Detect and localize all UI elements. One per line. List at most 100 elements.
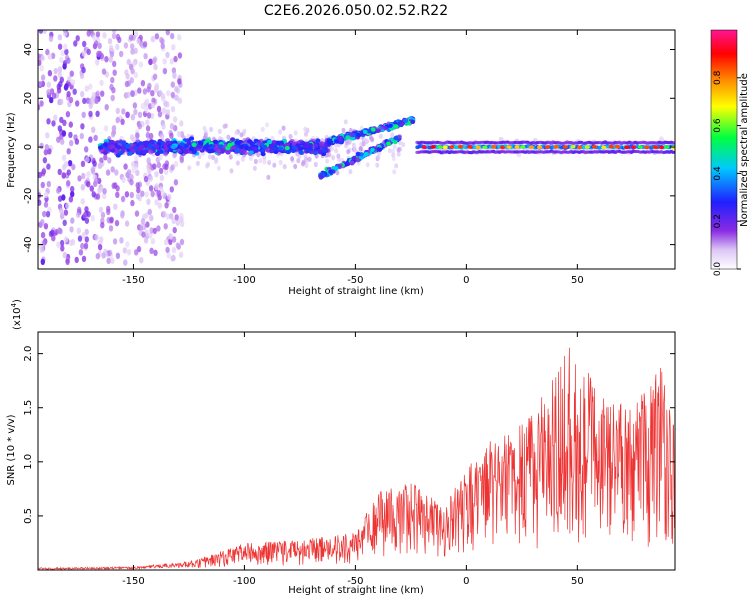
spectral-cell [143,237,149,244]
spectral-cell [59,76,64,84]
spectral-cell [392,169,397,175]
spectral-cell [239,132,244,138]
spectral-cell [41,168,46,175]
spectral-cell [92,34,97,42]
spectral-cell [304,131,308,137]
spectral-cell [94,97,99,105]
spectral-cell [396,151,401,157]
spectral-cell [40,74,46,81]
spectral-cell [106,205,111,213]
spectral-cell [51,120,56,127]
spectral-cell [262,159,267,165]
spectral-cell [47,53,53,60]
spectral-cell [66,180,71,187]
spectral-cell [140,190,145,197]
colorbar: 0.0 0.2 0.4 0.6 0.8 Normalized spectral ampl… [710,29,750,276]
snr-y-tick-label: 1.5 [23,400,34,416]
spectrogram-x-tick-label: -100 [233,275,256,286]
spectral-cell [80,184,86,191]
spectral-cell [191,142,197,147]
spectral-cell [166,252,171,259]
spectral-cell [59,56,64,64]
spectral-cell [514,145,520,149]
snr-y-tick-label: 2.0 [23,346,34,362]
spectral-cell [74,256,79,264]
spectral-cell [147,208,152,216]
spectral-cell [89,185,95,192]
spectral-cell [38,199,42,206]
spectral-cell [108,225,114,232]
spectral-cell [170,91,175,99]
spectral-cell [70,217,75,224]
spectral-cell [146,157,151,164]
spectral-cell [114,169,119,176]
spectral-cell [143,53,148,60]
spectral-cell [99,52,104,60]
spectral-cell [135,169,140,176]
spectral-cell [70,185,75,193]
spectral-cell [153,86,159,94]
spectral-cell [99,157,104,164]
spectral-cell [379,125,384,130]
spectral-cell [169,213,174,220]
spectral-cell [106,257,111,264]
spectrogram-y-tick-label: -40 [23,236,34,252]
snr-y-tick-label: 0.5 [23,508,34,524]
spectral-cell [218,144,224,149]
spectral-cell [67,75,72,83]
spectral-cell [248,150,254,155]
spectral-cell [130,114,136,121]
spectral-cell [38,30,44,34]
snr-x-tick-label: -50 [347,576,363,587]
spectral-cell [76,227,82,234]
spectral-cell [126,91,131,99]
spectral-cell [403,118,409,123]
spectral-cell [148,150,154,155]
spectral-cell [296,158,301,164]
spectral-cell [137,111,143,119]
spectral-cell [119,237,124,244]
spectral-cell [62,219,67,226]
spectral-cell [150,102,156,109]
spectral-cell [65,258,70,265]
spectral-cell [401,141,406,148]
spectral-cell [136,147,142,152]
spectral-cell [124,80,130,88]
spectral-cell [174,94,179,101]
spectrogram-cells [38,30,675,266]
figure-title: C2E6.2026.050.02.52.R22 [264,3,448,19]
spectral-cell [90,98,96,105]
spectral-cell [63,236,69,243]
spectral-cell [348,169,353,175]
spectral-cell [388,123,393,128]
spectral-cell [47,70,53,77]
spectral-cell [261,144,268,149]
spectral-cell [298,150,304,155]
spectral-cell [82,97,87,105]
spectral-cell [110,131,116,138]
spectral-cell [111,32,117,40]
spectral-cell [177,78,182,85]
snr-x-label: Height of straight line (km) [288,585,424,596]
spectral-cell [671,141,675,145]
spectral-cell [203,132,208,138]
spectral-cell [148,175,154,182]
spectral-cell [163,100,168,107]
spectral-cell [42,210,47,218]
spectral-cell [49,96,54,104]
spectral-cell [81,172,86,180]
spectral-cell [216,165,221,171]
spectral-cell [601,145,607,150]
spectral-cell [124,191,130,198]
spectral-cell [359,155,364,160]
spectral-cell [500,145,506,150]
spectral-cell [128,34,134,41]
spectral-cell [153,63,158,71]
spectral-cell [171,67,177,74]
spectral-cell [207,149,213,154]
spectrogram-x-ticks: -150 -100 -50 0 50 [122,30,584,286]
spectral-cell [66,57,71,64]
spectral-cell [475,145,481,150]
spectral-cell [172,206,177,214]
spectral-cell [173,179,179,186]
